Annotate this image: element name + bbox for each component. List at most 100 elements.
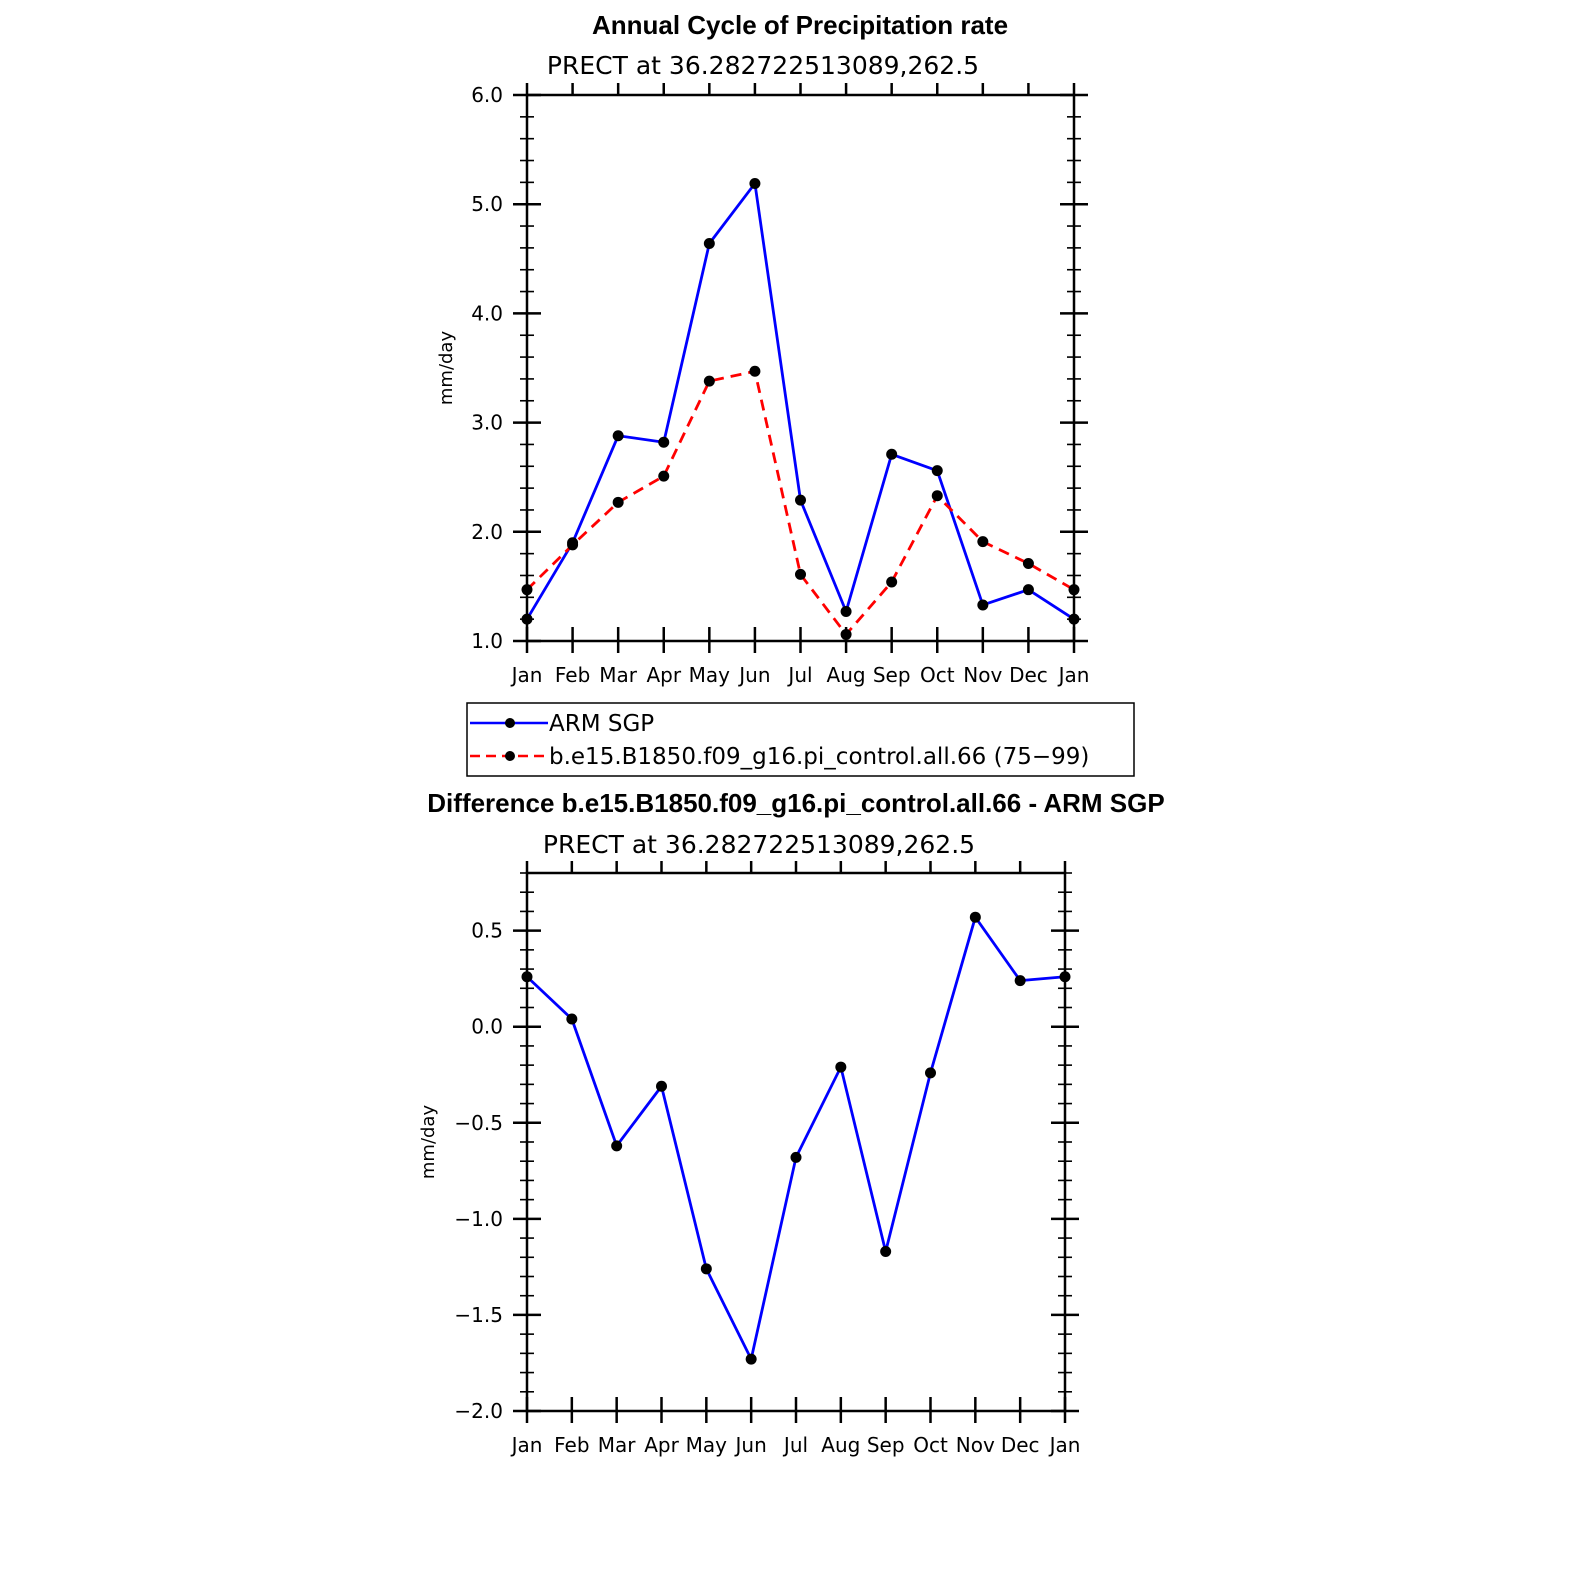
chart-1-plot-frame xyxy=(525,93,1076,643)
x-tick-label: Dec xyxy=(1001,1433,1040,1457)
chart-1-series xyxy=(521,177,1080,640)
x-tick-label: Jan xyxy=(510,663,543,687)
series-line-0 xyxy=(526,915,1066,1361)
y-tick-label: 2.0 xyxy=(471,520,503,544)
x-tick-label: Oct xyxy=(920,663,955,687)
data-point xyxy=(749,365,761,377)
legend-label-arm: ARM SGP xyxy=(549,711,654,737)
data-point xyxy=(658,470,670,482)
data-point xyxy=(612,430,624,442)
x-tick-label: Nov xyxy=(963,663,1002,687)
chart-2-plot-frame xyxy=(525,871,1067,1413)
data-point xyxy=(880,1246,892,1258)
chart-1-title: Annual Cycle of Precipitation rate xyxy=(592,10,1008,40)
data-point xyxy=(1068,613,1080,625)
chart-2-subtitle: PRECT at 36.282722513089,262.5 xyxy=(543,830,975,859)
y-tick-label: −1.5 xyxy=(454,1303,503,1327)
chart-2-tick-labels: Jan Feb Mar Apr May Jun Jul Aug Sep Oct Nov Dec Jan−… xyxy=(454,919,1080,1457)
x-tick-label: Mar xyxy=(598,1433,637,1457)
data-point xyxy=(977,599,989,611)
chart-1-ticks xyxy=(513,83,1088,653)
legend-marker-arm xyxy=(505,718,515,728)
y-tick-label: −2.0 xyxy=(454,1399,503,1423)
y-tick-label: 0.0 xyxy=(471,1015,503,1039)
y-tick-label: −0.5 xyxy=(454,1111,503,1135)
data-point xyxy=(790,1151,802,1163)
data-point xyxy=(795,568,806,580)
x-tick-label: May xyxy=(686,1433,728,1457)
data-point xyxy=(658,436,670,448)
x-tick-label: Jan xyxy=(1057,663,1090,687)
chart-1: Annual Cycle of Precipitation rate PRECT… xyxy=(436,10,1089,687)
data-point xyxy=(703,375,715,387)
x-tick-label: Aug xyxy=(821,1433,860,1457)
x-tick-label: Jan xyxy=(510,1433,543,1457)
legend-frame xyxy=(466,702,1135,777)
data-point xyxy=(1068,584,1080,596)
legend-label-model: b.e15.B1850.f09_g16.pi_control.all.66 (7… xyxy=(549,744,1089,770)
data-point xyxy=(977,536,989,548)
legend: ARM SGP b.e15.B1850.f09_g16.pi_control.a… xyxy=(466,702,1135,777)
chart-2-series xyxy=(521,911,1071,1365)
chart-2-ticks xyxy=(513,861,1079,1423)
chart-1-subtitle: PRECT at 36.282722513089,262.5 xyxy=(547,51,979,80)
x-tick-label: Mar xyxy=(599,663,638,687)
data-point xyxy=(521,613,533,625)
data-point xyxy=(521,971,533,983)
data-point xyxy=(795,494,806,506)
data-point xyxy=(567,539,579,551)
x-tick-label: Sep xyxy=(873,663,911,687)
x-tick-label: Jun xyxy=(737,663,770,687)
data-point xyxy=(840,628,852,640)
y-tick-label: 1.0 xyxy=(471,629,503,653)
y-tick-label: 4.0 xyxy=(471,301,503,325)
x-tick-label: May xyxy=(689,663,731,687)
x-tick-label: Nov xyxy=(956,1433,995,1457)
data-point xyxy=(925,1067,936,1079)
y-tick-label: 3.0 xyxy=(471,411,503,435)
chart-2-ylabel: mm/day xyxy=(418,1105,439,1180)
data-point xyxy=(840,606,852,618)
x-tick-label: Oct xyxy=(913,1433,948,1457)
x-tick-label: Feb xyxy=(554,1433,589,1457)
chart-2: Difference b.e15.B1850.f09_g16.pi_contro… xyxy=(418,788,1165,1457)
data-point xyxy=(521,584,533,596)
data-point xyxy=(1014,975,1026,987)
data-point xyxy=(611,1140,623,1152)
data-point xyxy=(656,1080,667,1092)
chart-1-ylabel: mm/day xyxy=(436,331,457,406)
x-tick-label: Jun xyxy=(734,1433,767,1457)
data-point xyxy=(886,576,898,588)
data-point xyxy=(886,448,898,460)
y-tick-label: 0.5 xyxy=(471,919,503,943)
data-point xyxy=(931,465,943,477)
x-tick-label: Jan xyxy=(1048,1433,1081,1457)
x-tick-label: Apr xyxy=(644,1433,679,1457)
data-point xyxy=(969,911,981,923)
data-point xyxy=(745,1353,757,1365)
data-point xyxy=(700,1263,712,1275)
x-tick-label: Aug xyxy=(827,663,866,687)
data-point xyxy=(703,238,715,250)
data-point xyxy=(566,1013,578,1025)
data-point xyxy=(1022,584,1034,596)
x-tick-label: Jul xyxy=(782,1433,808,1457)
data-point xyxy=(1059,971,1071,983)
x-tick-label: Dec xyxy=(1009,663,1048,687)
chart-1-tick-labels: Jan Feb Mar Apr May Jun Jul Aug Sep Oct Nov Dec Jan 1… xyxy=(471,83,1089,687)
data-point xyxy=(1022,557,1034,569)
x-tick-label: Apr xyxy=(646,663,681,687)
data-point xyxy=(835,1061,847,1073)
data-point xyxy=(749,177,761,189)
y-tick-label: 6.0 xyxy=(471,83,503,107)
x-tick-label: Sep xyxy=(867,1433,905,1457)
data-point xyxy=(612,496,624,508)
y-tick-label: 5.0 xyxy=(471,192,503,216)
legend-marker-model xyxy=(505,751,515,761)
chart-2-title: Difference b.e15.B1850.f09_g16.pi_contro… xyxy=(427,788,1164,818)
x-tick-label: Jul xyxy=(786,663,812,687)
series-line-0 xyxy=(525,182,1075,621)
x-tick-label: Feb xyxy=(555,663,590,687)
data-point xyxy=(931,490,943,502)
